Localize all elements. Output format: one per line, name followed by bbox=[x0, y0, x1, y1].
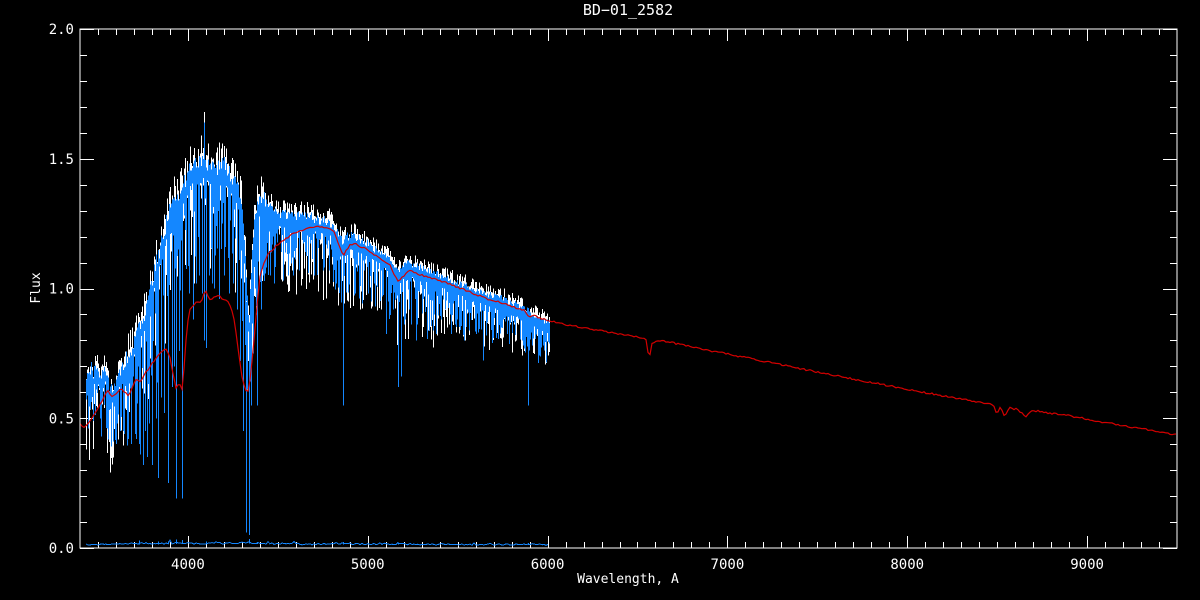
x-tick-label: 5000 bbox=[351, 557, 385, 573]
plot-title: BD−01_2582 bbox=[583, 1, 673, 19]
x-tick-label: 7000 bbox=[711, 557, 745, 573]
y-tick-label: 0.0 bbox=[49, 541, 74, 557]
y-axis-title: Flux bbox=[29, 272, 44, 303]
error-spectrum-series bbox=[85, 538, 549, 546]
model-spectrum-series bbox=[79, 225, 1177, 436]
y-tick-label: 0.5 bbox=[49, 411, 74, 427]
y-tick-label: 1.5 bbox=[49, 152, 74, 168]
data-series bbox=[79, 112, 1177, 546]
y-tick-label: 1.0 bbox=[49, 282, 74, 298]
x-tick-label: 9000 bbox=[1070, 557, 1104, 573]
x-tick-label: 6000 bbox=[531, 557, 565, 573]
y-tick-label: 2.0 bbox=[49, 22, 74, 38]
axis-labels: 4000 5000 6000 7000 8000 9000 0.0 0.5 1.0 1.5 2.0 bbox=[49, 22, 1104, 573]
x-tick-label: 4000 bbox=[171, 557, 205, 573]
plot-frame bbox=[79, 28, 1178, 549]
x-tick-label: 8000 bbox=[890, 557, 924, 573]
error-spectrum-spikes bbox=[139, 539, 529, 546]
x-axis-title: Wavelength, A bbox=[577, 572, 679, 587]
